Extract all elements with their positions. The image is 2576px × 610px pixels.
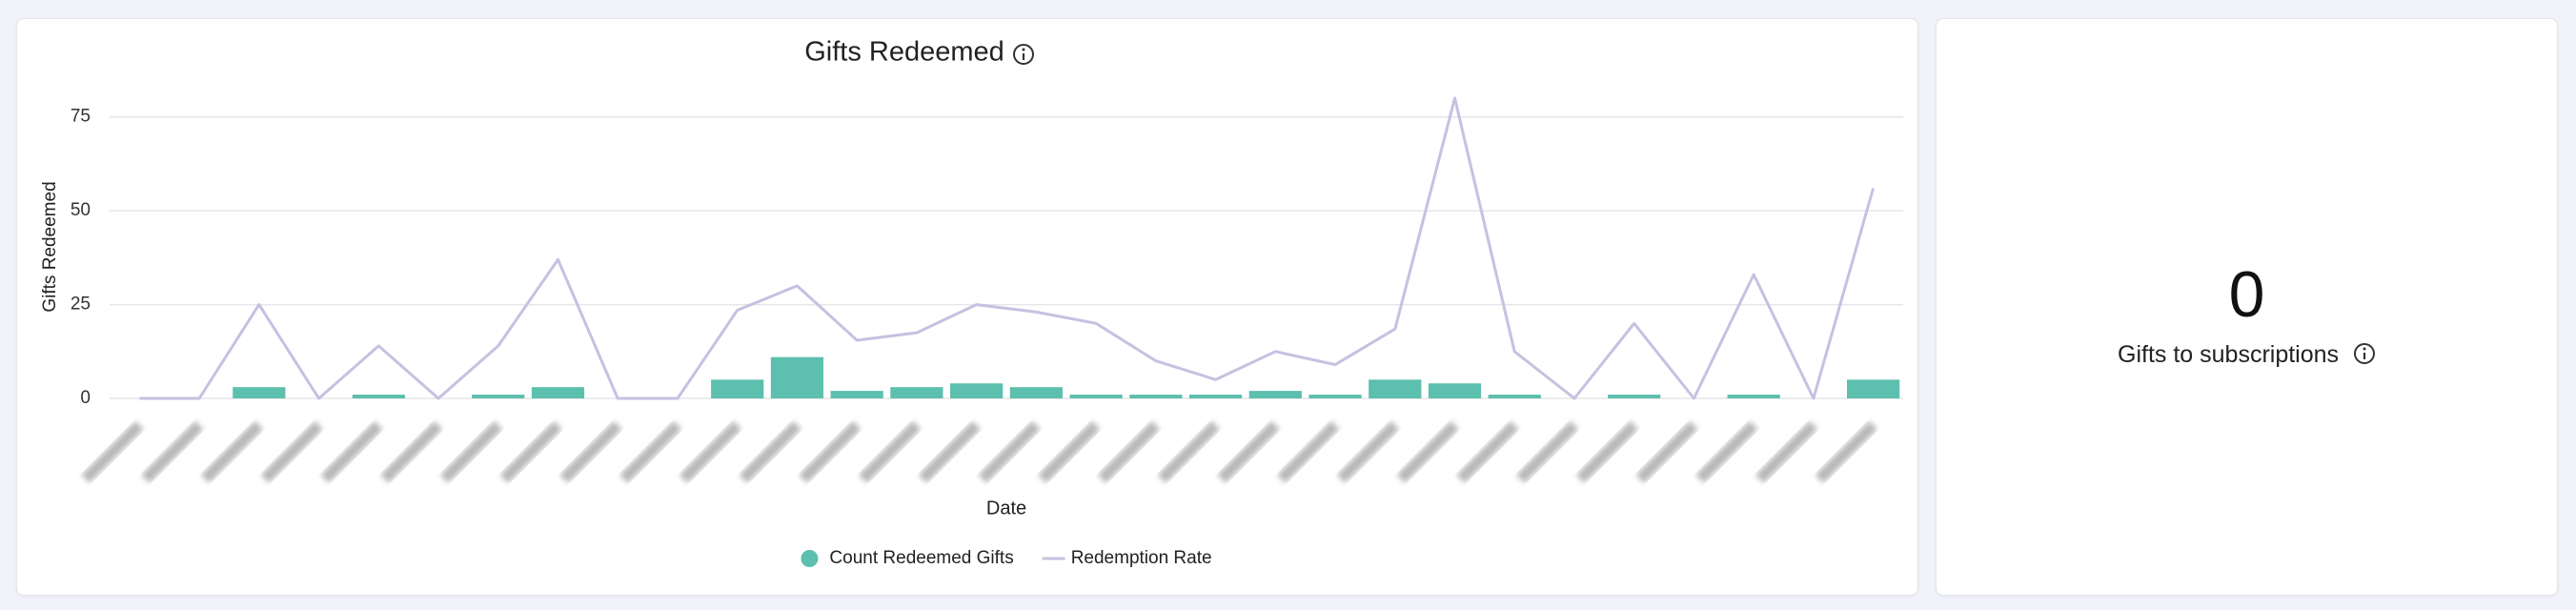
blurred-label: [81, 420, 144, 483]
bar: [950, 383, 1004, 398]
bar: [531, 387, 585, 398]
y-tick-label: 25: [71, 295, 91, 315]
legend-swatch: [801, 550, 819, 567]
info-icon[interactable]: [1013, 44, 1034, 65]
blurred-label: [559, 420, 622, 483]
blurred-label: [320, 420, 383, 483]
blurred-label: [1815, 420, 1877, 483]
bar: [1308, 395, 1362, 398]
blurred-label: [739, 420, 801, 483]
blurred-label: [1516, 420, 1579, 483]
info-dot: [2363, 347, 2366, 351]
legend-label: Redemption Rate: [1071, 548, 1212, 568]
y-tick-label: 0: [80, 388, 91, 408]
blurred-label: [1038, 420, 1101, 483]
blurred-label: [1456, 420, 1519, 483]
blurred-label: [201, 420, 264, 483]
blurred-label: [439, 420, 503, 483]
bar: [1847, 379, 1900, 398]
legend-label: Count Redeemed Gifts: [829, 548, 1013, 568]
chart: Gifts Redeemed Gifts Redeemed Date 0 25 50…: [40, 37, 1903, 568]
bar: [830, 391, 883, 398]
blurred-label: [1336, 420, 1400, 483]
bar: [1608, 395, 1661, 398]
chart-title: Gifts Redeemed: [804, 37, 1004, 68]
info-circle: [2353, 343, 2375, 364]
blurred-label: [141, 420, 204, 483]
bar: [1248, 391, 1302, 398]
info-circle: [1013, 44, 1034, 65]
blurred-label: [1575, 420, 1638, 483]
blurred-label: [918, 420, 981, 483]
stat-label-row: Gifts to subscriptions: [1937, 341, 2557, 369]
blurred-label: [1396, 420, 1459, 483]
info-icon[interactable]: [2353, 342, 2376, 365]
x-axis-label: Date: [986, 498, 1026, 518]
blurred-label: [1098, 420, 1161, 483]
legend-item: Count Redeemed Gifts: [801, 548, 1014, 568]
bar: [1488, 395, 1541, 398]
bar: [352, 395, 405, 398]
blurred-label: [1217, 420, 1280, 483]
bar: [1428, 383, 1482, 398]
y-axis-label: Gifts Redeemed: [40, 181, 60, 312]
chart-card: Gifts Redeemed Gifts Redeemed Date 0 25 50…: [16, 18, 1918, 596]
blurred-label: [859, 420, 922, 483]
stat-value: 0: [2228, 258, 2265, 331]
bar: [1369, 379, 1422, 398]
line: [139, 96, 1876, 400]
bar: [1069, 395, 1123, 398]
blurred-label: [380, 420, 443, 483]
blurred-label: [260, 420, 323, 483]
y-tick-label: 75: [71, 107, 91, 127]
bar: [472, 395, 525, 398]
info-dot: [1022, 48, 1025, 51]
bar: [770, 356, 824, 398]
blurred-label: [1635, 420, 1698, 483]
blurred-label: [679, 420, 741, 483]
bar: [1188, 395, 1243, 398]
bar: [711, 379, 764, 398]
legend: Count Redeemed Gifts Redemption Rate: [801, 548, 1212, 568]
blurred-label: [499, 420, 562, 483]
bar: [890, 387, 943, 398]
blurred-label: [1277, 420, 1340, 483]
stat-card: 0 Gifts to subscriptions: [1936, 18, 2558, 596]
bar: [1727, 395, 1780, 398]
y-tick-label: 50: [71, 200, 91, 220]
blurred-label: [1695, 420, 1758, 483]
blurred-label: [978, 420, 1041, 483]
bar: [1009, 387, 1063, 398]
blurred-label: [799, 420, 862, 483]
blurred-label: [1157, 420, 1220, 483]
legend-item: Redemption Rate: [1042, 548, 1212, 568]
blurred-label: [619, 420, 682, 483]
bar: [1129, 395, 1183, 398]
bar: [233, 387, 286, 398]
blurred-label: [1755, 420, 1818, 483]
stat-label: Gifts to subscriptions: [2118, 341, 2340, 368]
